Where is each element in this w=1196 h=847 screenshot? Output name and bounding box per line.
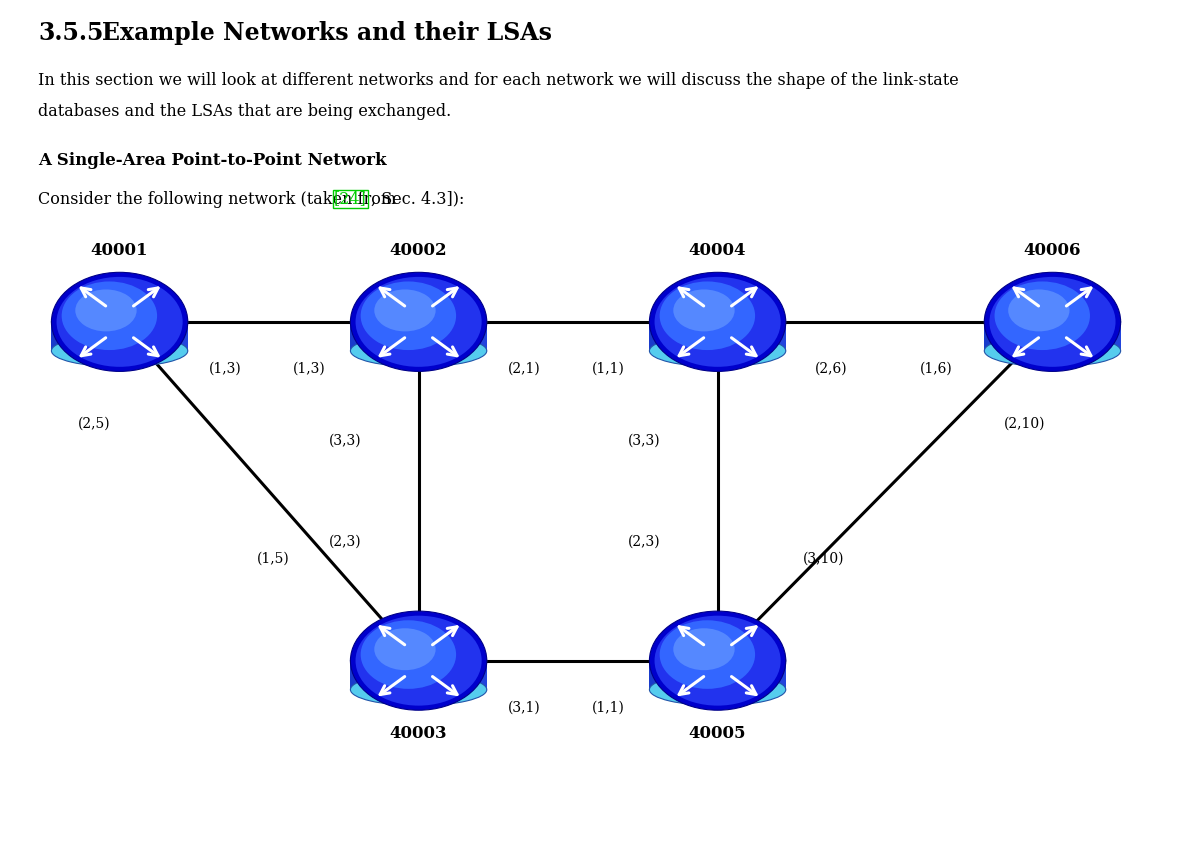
Text: 40001: 40001 <box>91 242 148 259</box>
Text: (3,10): (3,10) <box>803 552 844 566</box>
Ellipse shape <box>355 277 482 367</box>
Text: databases and the LSAs that are being exchanged.: databases and the LSAs that are being ex… <box>38 103 452 120</box>
Ellipse shape <box>355 616 482 706</box>
Text: 40004: 40004 <box>689 242 746 259</box>
Text: (2,1): (2,1) <box>508 362 541 375</box>
Text: [24]: [24] <box>334 191 367 208</box>
Polygon shape <box>350 661 487 689</box>
Polygon shape <box>649 661 670 689</box>
Ellipse shape <box>989 277 1116 367</box>
Ellipse shape <box>361 281 456 350</box>
Ellipse shape <box>374 628 435 670</box>
Ellipse shape <box>984 273 1121 371</box>
Ellipse shape <box>654 616 781 706</box>
Text: (2,6): (2,6) <box>814 362 847 375</box>
Text: (2,3): (2,3) <box>628 535 660 549</box>
Ellipse shape <box>649 335 786 367</box>
Polygon shape <box>649 322 670 351</box>
Ellipse shape <box>654 277 781 367</box>
Polygon shape <box>350 661 371 689</box>
Text: (3,3): (3,3) <box>628 434 660 447</box>
Text: In this section we will look at different networks and for each network we will : In this section we will look at differen… <box>38 72 959 89</box>
Polygon shape <box>984 322 1005 351</box>
Ellipse shape <box>75 290 136 331</box>
Text: , Sec. 4.3]):: , Sec. 4.3]): <box>371 191 464 208</box>
Ellipse shape <box>51 335 188 367</box>
Text: A Single-Area Point-to-Point Network: A Single-Area Point-to-Point Network <box>38 152 386 169</box>
Ellipse shape <box>649 612 786 710</box>
Text: (1,3): (1,3) <box>293 362 325 375</box>
Ellipse shape <box>995 281 1090 350</box>
Text: 40002: 40002 <box>390 242 447 259</box>
Text: (1,1): (1,1) <box>592 362 624 375</box>
Polygon shape <box>649 661 786 689</box>
Text: 40003: 40003 <box>390 725 447 743</box>
Polygon shape <box>649 322 786 351</box>
Ellipse shape <box>673 290 734 331</box>
Polygon shape <box>984 322 1121 351</box>
Text: (3,1): (3,1) <box>508 700 541 714</box>
Text: 40005: 40005 <box>689 725 746 743</box>
Ellipse shape <box>350 673 487 706</box>
Ellipse shape <box>350 273 487 371</box>
Text: (2,5): (2,5) <box>78 417 110 430</box>
Text: (1,5): (1,5) <box>257 552 289 566</box>
Polygon shape <box>51 322 72 351</box>
Ellipse shape <box>649 673 786 706</box>
Text: (2,3): (2,3) <box>329 535 361 549</box>
Ellipse shape <box>1008 290 1069 331</box>
Ellipse shape <box>673 628 734 670</box>
Text: (2,10): (2,10) <box>1003 417 1045 430</box>
Text: (3,3): (3,3) <box>329 434 361 447</box>
Text: (1,3): (1,3) <box>209 362 242 375</box>
Text: Consider the following network (taken from: Consider the following network (taken fr… <box>38 191 402 208</box>
Ellipse shape <box>660 620 755 689</box>
Ellipse shape <box>350 335 487 367</box>
Ellipse shape <box>660 281 755 350</box>
Ellipse shape <box>361 620 456 689</box>
Ellipse shape <box>649 273 786 371</box>
Text: 3.5.5: 3.5.5 <box>38 21 104 45</box>
Text: Example Networks and their LSAs: Example Networks and their LSAs <box>102 21 551 45</box>
Text: (1,6): (1,6) <box>920 362 952 375</box>
Ellipse shape <box>350 612 487 710</box>
Ellipse shape <box>62 281 157 350</box>
Ellipse shape <box>374 290 435 331</box>
Polygon shape <box>350 322 487 351</box>
Ellipse shape <box>984 335 1121 367</box>
Ellipse shape <box>56 277 183 367</box>
Polygon shape <box>51 322 188 351</box>
Ellipse shape <box>51 273 188 371</box>
Polygon shape <box>350 322 371 351</box>
Text: 40006: 40006 <box>1024 242 1081 259</box>
Text: (1,1): (1,1) <box>592 700 624 714</box>
